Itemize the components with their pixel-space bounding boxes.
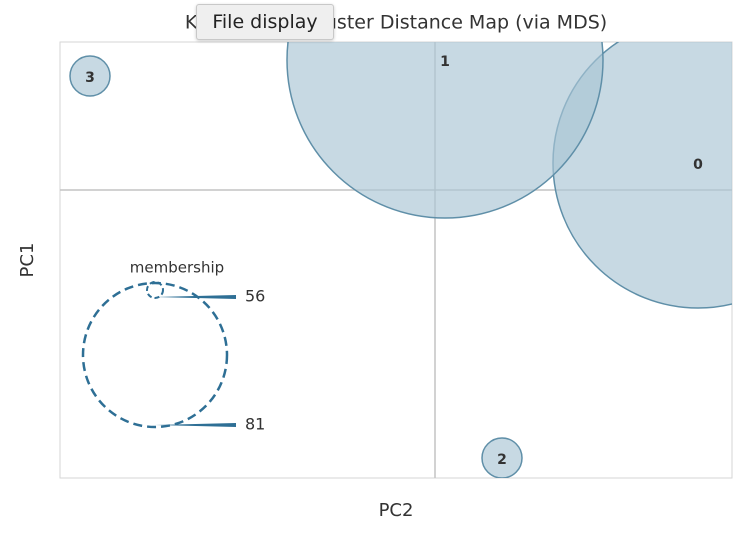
cluster-label: 2 [497, 452, 507, 468]
legend-label: 56 [245, 287, 265, 306]
legend-label: 81 [245, 415, 265, 434]
cluster-bubble [481, 437, 523, 478]
plot-marks: 0 1 2 3 [60, 42, 732, 478]
size-legend: membership 56 81 [81, 259, 265, 434]
cluster-bubble [69, 55, 111, 97]
legend-circle [81, 281, 229, 429]
cluster-bubble [286, 42, 604, 219]
cluster-label: 0 [693, 157, 703, 173]
legend-leader [155, 423, 236, 427]
legend-leader [155, 295, 236, 299]
legend-title: membership [130, 259, 224, 277]
y-axis-label: PC1 [17, 243, 38, 278]
cluster-label: 3 [85, 70, 95, 86]
x-axis-label: PC2 [379, 500, 414, 521]
legend-circle [146, 281, 164, 299]
tooltip: File display [196, 4, 334, 40]
cluster-label: 1 [440, 54, 450, 70]
